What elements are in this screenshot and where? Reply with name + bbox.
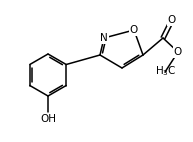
Text: N: N (100, 33, 108, 43)
Text: OH: OH (40, 113, 56, 124)
Text: O: O (174, 47, 182, 57)
Text: O: O (168, 15, 176, 25)
Text: O: O (130, 25, 138, 35)
Text: H$_3$C: H$_3$C (155, 64, 177, 78)
